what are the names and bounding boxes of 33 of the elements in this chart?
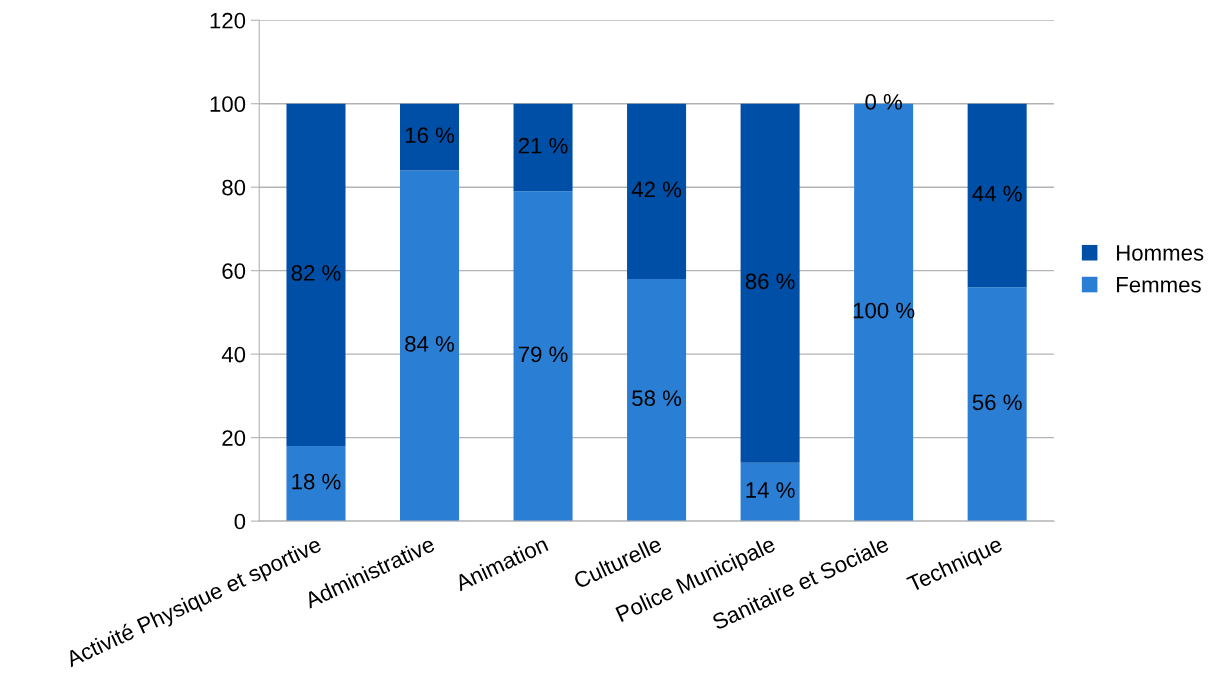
legend-label: Hommes: [1117, 245, 1204, 261]
data-label: 79 %: [518, 346, 568, 363]
data-label: 44 %: [972, 185, 1022, 202]
bar: [400, 103, 460, 171]
data-label: 16 %: [405, 127, 455, 144]
data-label: 56 %: [972, 394, 1022, 411]
data-label: 14 %: [746, 482, 795, 498]
legend-label: Femmes: [1117, 277, 1201, 293]
y-tick-label: 60: [222, 263, 246, 279]
data-label: 42 %: [631, 181, 682, 198]
bar: [286, 103, 346, 446]
y-tick-label: 20: [222, 430, 246, 446]
bar: [967, 287, 1027, 522]
bar: [627, 103, 687, 280]
bar: [286, 445, 346, 522]
bar: [967, 103, 1027, 288]
y-tick-label: 0: [234, 513, 246, 530]
data-label: 21 %: [518, 137, 568, 154]
y-tick-label: 40: [221, 346, 246, 363]
y-tick-label: 80: [222, 179, 246, 196]
data-label: 18 %: [292, 473, 341, 490]
data-label: 82 %: [291, 265, 341, 281]
y-tick-label: 100: [210, 96, 246, 112]
data-label: 58 %: [632, 390, 682, 407]
bar: [513, 103, 573, 192]
bar: [627, 279, 687, 522]
bar: [513, 191, 573, 522]
bar: [740, 462, 800, 522]
data-label: 86 %: [745, 273, 795, 290]
y-tick-label: 120: [210, 12, 246, 29]
bar: [400, 170, 460, 522]
data-label: 84 %: [405, 336, 455, 352]
bar: [740, 103, 800, 463]
